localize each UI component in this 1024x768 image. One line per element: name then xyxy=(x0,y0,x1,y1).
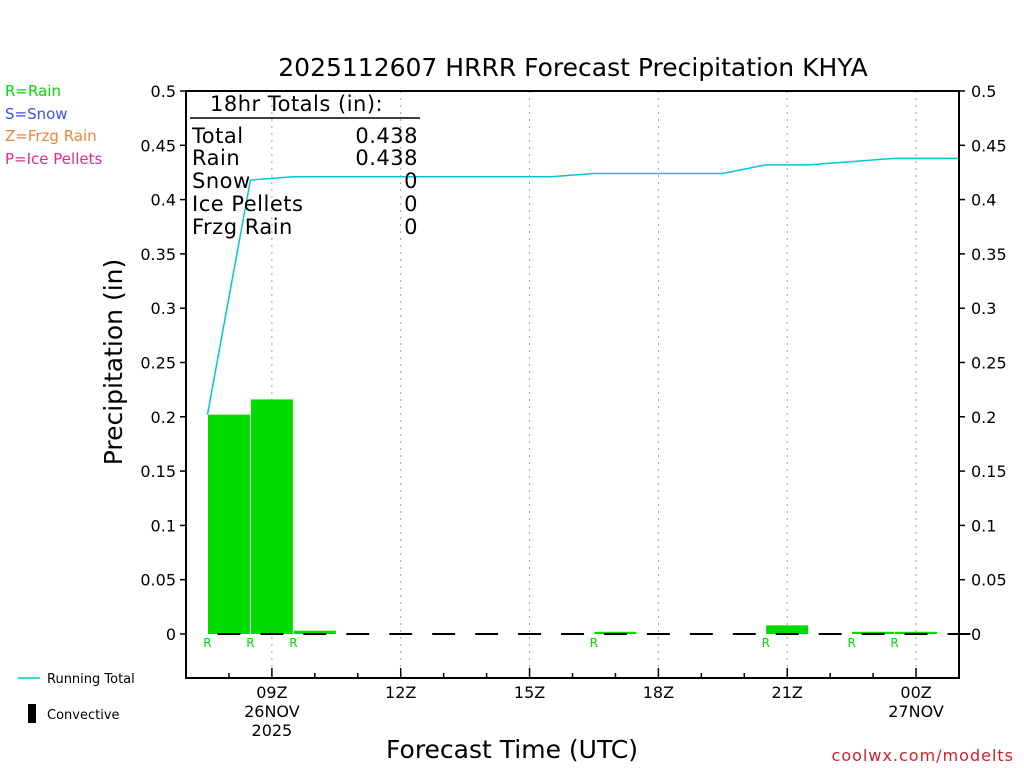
y-tick-label-left: 0.05 xyxy=(140,571,176,590)
legend-ice-pellets: P=Ice Pellets xyxy=(5,150,102,168)
totals-label-ice-pellets: Ice Pellets xyxy=(192,192,303,216)
convective-bar xyxy=(818,633,842,635)
x-tick-label: 26NOV xyxy=(244,702,300,721)
running-total-legend-label: Running Total xyxy=(47,672,135,687)
y-tick-label-left: 0.15 xyxy=(140,462,176,481)
precip-type-label: R xyxy=(847,636,855,650)
totals-value-rain: 0.438 xyxy=(355,146,418,170)
y-tick-label-right: 0.4 xyxy=(971,191,996,210)
convective-bar xyxy=(861,633,885,635)
y-axis-right: 0 0.05 0.1 0.15 0.2 0.25 0.3 0.35 0.4 0.45 0.5 xyxy=(959,82,1007,644)
precip-bar xyxy=(250,399,293,634)
y-tick-label-right: 0.5 xyxy=(971,82,996,101)
legend-snow: S=Snow xyxy=(5,105,68,123)
precip-bar xyxy=(766,625,809,634)
convective-bar xyxy=(775,633,799,635)
y-axis-title: Precipitation (in) xyxy=(99,259,128,466)
x-tick-label: 18Z xyxy=(643,683,674,702)
totals-label-snow: Snow xyxy=(192,169,251,193)
precip-bar xyxy=(207,414,250,634)
totals-label-frzg-rain: Frzg Rain xyxy=(192,215,293,239)
convective-bar xyxy=(432,633,456,635)
x-tick-label: 09Z xyxy=(256,683,287,702)
convective-legend-label: Convective xyxy=(47,708,120,723)
precip-type-label: R xyxy=(590,636,598,650)
running-total-line xyxy=(206,157,938,415)
convective-bar xyxy=(389,633,413,635)
y-tick-label-right: 0.35 xyxy=(971,245,1007,264)
y-tick-label-left: 0.25 xyxy=(140,354,176,373)
y-tick-label-right: 0.05 xyxy=(971,571,1007,590)
precip-type-label: R xyxy=(246,636,254,650)
convective-bar xyxy=(475,633,499,635)
precip-bars xyxy=(207,399,971,635)
y-tick-label-right: 0.2 xyxy=(971,408,996,427)
y-tick-label-right: 0.3 xyxy=(971,299,996,318)
y-tick-label-right: 0.1 xyxy=(971,516,996,535)
convective-bar xyxy=(217,633,241,635)
totals-value-total: 0.438 xyxy=(355,124,418,148)
precip-type-label: R xyxy=(289,636,297,650)
y-tick-label-left: 0 xyxy=(166,625,176,644)
x-tick-label: 15Z xyxy=(514,683,545,702)
totals-header: 18hr Totals (in): xyxy=(210,92,383,116)
x-tick-label: 00Z xyxy=(900,683,931,702)
precip-bar xyxy=(293,630,336,634)
y-tick-label-left: 0.3 xyxy=(151,299,176,318)
convective-bar xyxy=(689,633,713,635)
convective-bar xyxy=(260,633,284,635)
totals-value-snow: 0 xyxy=(404,169,418,193)
convective-legend-swatch xyxy=(28,704,36,723)
convective-bar xyxy=(603,633,627,635)
y-tick-label-left: 0.5 xyxy=(151,82,176,101)
chart-title: 2025112607 HRRR Forecast Precipitation K… xyxy=(278,53,867,82)
x-tick-label: 2025 xyxy=(252,721,293,740)
totals-box: 18hr Totals (in): Total 0.438 Rain 0.438… xyxy=(190,92,420,239)
precip-bar xyxy=(852,631,895,634)
precip-bar xyxy=(895,631,938,634)
plot-frame xyxy=(185,90,960,679)
y-tick-label-right: 0.25 xyxy=(971,354,1007,373)
convective-bar xyxy=(646,633,670,635)
precip-type-label: R xyxy=(762,636,770,650)
y-tick-label-left: 0.1 xyxy=(151,516,176,535)
y-tick-label-left: 0.4 xyxy=(151,191,176,210)
x-tick-label: 27NOV xyxy=(888,702,944,721)
totals-value-ice-pellets: 0 xyxy=(404,192,418,216)
convective-bar xyxy=(518,633,542,635)
precip-bar xyxy=(594,631,637,634)
x-tick-label: 21Z xyxy=(772,683,803,702)
convective-bar xyxy=(561,633,584,635)
gridlines xyxy=(271,91,917,678)
y-tick-label-right: 0 xyxy=(971,625,981,644)
legend-rain: R=Rain xyxy=(5,82,61,100)
convective-bar xyxy=(346,633,370,635)
totals-value-frzg-rain: 0 xyxy=(404,215,418,239)
y-tick-label-left: 0.35 xyxy=(140,245,176,264)
running-total-layer xyxy=(206,157,959,415)
y-tick-label-right: 0.45 xyxy=(971,136,1007,155)
x-axis-title: Forecast Time (UTC) xyxy=(386,735,638,764)
x-tick-label: 12Z xyxy=(385,683,416,702)
y-tick-label-left: 0.2 xyxy=(151,408,176,427)
legend-frzg-rain: Z=Frzg Rain xyxy=(5,127,97,145)
convective-bar xyxy=(732,633,756,635)
totals-label-rain: Rain xyxy=(192,146,240,170)
y-tick-label-right: 0.15 xyxy=(971,462,1007,481)
totals-label-total: Total xyxy=(191,124,244,148)
y-tick-label-left: 0.45 xyxy=(140,136,176,155)
y-axis-left: 0 0.05 0.1 0.15 0.2 0.25 0.3 0.35 0.4 0.45 0.5 xyxy=(140,82,186,644)
convective-bar xyxy=(904,633,928,635)
convective-bar xyxy=(303,633,327,635)
credit-text: coolwx.com/modelts xyxy=(832,746,1014,765)
precip-type-label: R xyxy=(203,636,211,650)
precip-type-label: R xyxy=(890,636,898,650)
